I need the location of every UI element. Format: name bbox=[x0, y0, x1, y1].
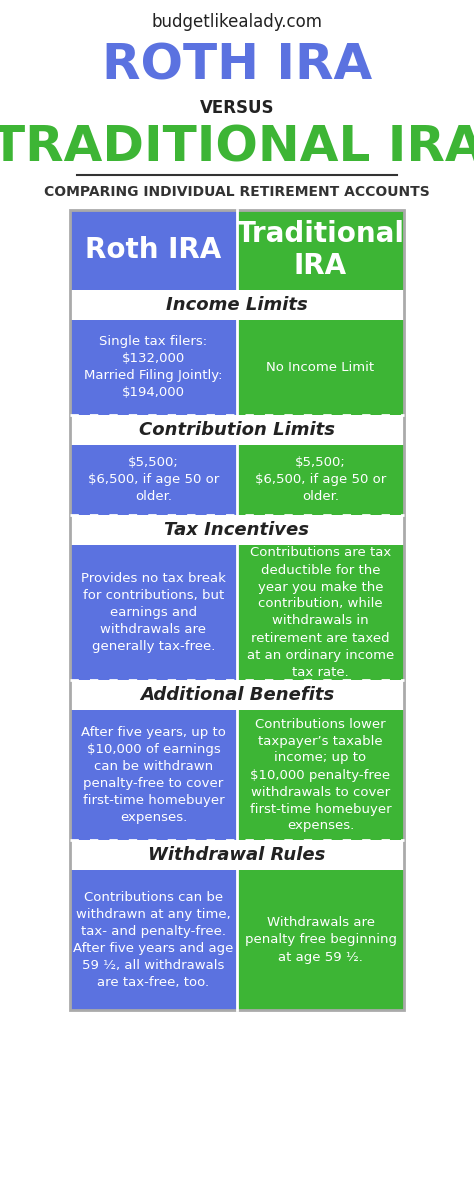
Bar bbox=[237, 320, 404, 415]
Text: TRADITIONAL IRA: TRADITIONAL IRA bbox=[0, 124, 474, 172]
Bar bbox=[70, 290, 404, 320]
Bar bbox=[70, 545, 237, 680]
Text: Contributions are tax
deductible for the
year you make the
contribution, while
w: Contributions are tax deductible for the… bbox=[247, 546, 394, 679]
Bar bbox=[70, 870, 237, 1010]
Text: Provides no tax break
for contributions, but
earnings and
withdrawals are
genera: Provides no tax break for contributions,… bbox=[81, 572, 226, 653]
Bar bbox=[237, 545, 404, 680]
Bar bbox=[70, 210, 404, 1010]
Bar bbox=[237, 870, 404, 1010]
Text: budgetlikealady.com: budgetlikealady.com bbox=[152, 13, 322, 31]
Text: Withdrawals are
penalty free beginning
at age 59 ½.: Withdrawals are penalty free beginning a… bbox=[245, 916, 397, 963]
Bar bbox=[70, 446, 237, 515]
Bar bbox=[70, 415, 404, 446]
Text: Tax Incentives: Tax Incentives bbox=[164, 521, 310, 539]
Text: $5,500;
$6,500, if age 50 or
older.: $5,500; $6,500, if age 50 or older. bbox=[88, 456, 219, 504]
Text: After five years, up to
$10,000 of earnings
can be withdrawn
penalty-free to cov: After five years, up to $10,000 of earni… bbox=[81, 726, 226, 824]
Text: Contributions lower
taxpayer’s taxable
income; up to
$10,000 penalty-free
withdr: Contributions lower taxpayer’s taxable i… bbox=[250, 717, 392, 833]
Text: Traditional
IRA: Traditional IRA bbox=[237, 219, 404, 280]
Bar bbox=[237, 210, 404, 290]
Text: Additional Benefits: Additional Benefits bbox=[140, 686, 334, 704]
Text: No Income Limit: No Income Limit bbox=[266, 361, 374, 374]
Bar bbox=[70, 320, 237, 415]
Bar bbox=[70, 680, 404, 710]
Text: Contribution Limits: Contribution Limits bbox=[139, 421, 335, 438]
Bar bbox=[70, 710, 237, 840]
Bar bbox=[70, 515, 404, 545]
Text: VERSUS: VERSUS bbox=[200, 100, 274, 117]
Text: ROTH IRA: ROTH IRA bbox=[102, 41, 372, 89]
Text: Roth IRA: Roth IRA bbox=[85, 236, 222, 264]
Text: Income Limits: Income Limits bbox=[166, 296, 308, 314]
Text: Single tax filers:
$132,000
Married Filing Jointly:
$194,000: Single tax filers: $132,000 Married Fili… bbox=[84, 335, 223, 399]
Text: COMPARING INDIVIDUAL RETIREMENT ACCOUNTS: COMPARING INDIVIDUAL RETIREMENT ACCOUNTS bbox=[44, 185, 430, 199]
Text: $5,500;
$6,500, if age 50 or
older.: $5,500; $6,500, if age 50 or older. bbox=[255, 456, 386, 504]
Text: Contributions can be
withdrawn at any time,
tax- and penalty-free.
After five ye: Contributions can be withdrawn at any ti… bbox=[73, 891, 234, 989]
Bar bbox=[70, 210, 237, 290]
Bar bbox=[237, 446, 404, 515]
Bar bbox=[237, 710, 404, 840]
Text: Withdrawal Rules: Withdrawal Rules bbox=[148, 846, 326, 864]
Bar bbox=[70, 840, 404, 870]
